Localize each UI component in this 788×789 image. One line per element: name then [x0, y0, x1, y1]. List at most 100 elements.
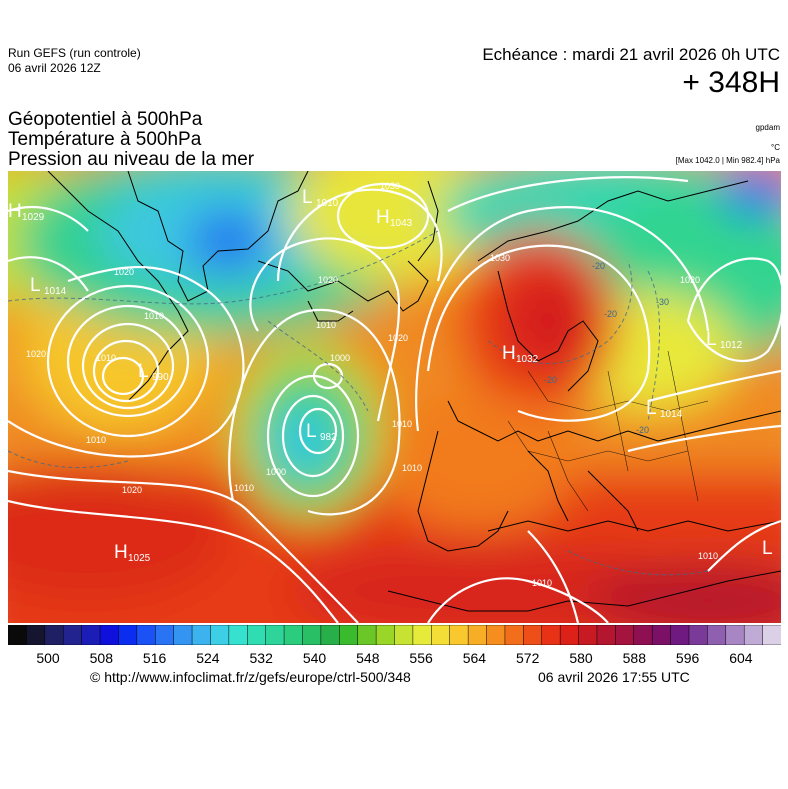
- colorbar-tick-label: 564: [462, 650, 487, 666]
- isobar-label: 1020: [122, 485, 142, 495]
- geopotential-field: [8, 171, 781, 623]
- colorbar-swatch: [228, 625, 249, 645]
- colorbar-swatch: [707, 625, 727, 645]
- colorbar-swatch: [504, 625, 525, 645]
- colorbar-swatch: [412, 625, 433, 645]
- colorbar-swatch: [191, 625, 212, 645]
- colorbar-swatch: [651, 625, 672, 645]
- isobar-label: 1000: [266, 467, 286, 477]
- colorbar-swatch: [8, 625, 28, 645]
- colorbar-swatch: [154, 625, 175, 645]
- isobar-label: 1020: [318, 275, 338, 285]
- center-value: 982: [320, 432, 337, 443]
- center-value: 1012: [720, 340, 743, 351]
- isobar-label: 1010: [402, 463, 422, 473]
- colorbar-swatch: [596, 625, 617, 645]
- isotherm-label: -20: [592, 261, 605, 271]
- colorbar-swatch: [81, 625, 101, 645]
- weather-map[interactable]: H 1029 L 1010 H 1043 L 1014 L 990 L 982: [8, 171, 781, 623]
- colorbar-swatch: [62, 625, 83, 645]
- colorbar-swatch: [99, 625, 120, 645]
- isotherm-label: -20: [544, 375, 557, 385]
- center-letter: L: [646, 398, 657, 419]
- colorbar-swatch: [431, 625, 451, 645]
- center-l-1014-west: L 1014: [30, 275, 67, 297]
- colorbar-swatch: [559, 625, 580, 645]
- colorbar-tick-label: 572: [516, 650, 540, 666]
- forecast-lead-time: + 348H: [682, 66, 780, 99]
- colorbar-tick-label: 588: [622, 650, 646, 666]
- center-letter: H: [376, 207, 390, 228]
- isobar-label: 1020: [26, 349, 46, 359]
- center-letter: L: [306, 421, 317, 442]
- colorbar-tick-label: 604: [729, 650, 753, 666]
- center-l-982: L 982: [306, 421, 337, 443]
- isobar-label: 1010: [698, 551, 718, 561]
- colorbar-swatch: [394, 625, 414, 645]
- colorbar-tick-label: 548: [356, 650, 380, 666]
- generation-time: 06 avril 2026 17:55 UTC: [538, 669, 690, 685]
- colorbar-swatches: [8, 625, 781, 645]
- isobar-label: 1030: [380, 181, 400, 191]
- temperature-value-labels: -20 -30 -20 -20 -20: [544, 261, 669, 435]
- colorbar-swatch: [44, 625, 64, 645]
- temperature-isotherms: [8, 230, 709, 576]
- center-letter: H: [114, 542, 128, 563]
- center-l-1014-east: L 1014: [646, 398, 683, 420]
- run-date: 06 avril 2026 12Z: [8, 61, 101, 75]
- colorbar-swatch: [339, 625, 359, 645]
- colorbar-swatch: [136, 625, 156, 645]
- forecast-valid-time: Echéance : mardi 21 avril 2026 0h UTC: [482, 45, 780, 64]
- colorbar-swatch: [375, 625, 396, 645]
- colorbar-tick-label: 516: [142, 650, 167, 666]
- isobar-label: 1010: [144, 311, 164, 321]
- center-h-1025: H 1025: [114, 542, 151, 564]
- colorbar-tick-label: 540: [302, 650, 327, 666]
- colorbar-tick-label: 524: [196, 650, 220, 666]
- center-value: 1014: [660, 409, 683, 420]
- colorbar-swatch: [670, 625, 690, 645]
- isobars: [8, 176, 781, 623]
- center-l-1010: L 1010: [302, 187, 339, 209]
- isobar-label: 1020: [388, 333, 408, 343]
- isobar-label: 1020: [680, 275, 700, 285]
- center-value: 1029: [22, 212, 45, 223]
- run-label: Run GEFS (run controle): [8, 46, 141, 60]
- title-geopotential: Géopotentiel à 500hPa: [8, 109, 203, 130]
- colorbar-swatch: [615, 625, 635, 645]
- center-value: 1010: [316, 198, 339, 209]
- colorbar-swatch: [541, 625, 561, 645]
- colorbar-swatch: [283, 625, 304, 645]
- colorbar-swatch: [762, 625, 781, 645]
- colorbar: [8, 625, 781, 645]
- center-value: 990: [152, 372, 169, 383]
- center-letter: L: [30, 275, 41, 296]
- center-h-1032: H 1032: [502, 343, 539, 365]
- colorbar-swatch: [688, 625, 709, 645]
- colorbar-swatch: [486, 625, 506, 645]
- isotherm-label: -30: [656, 297, 669, 307]
- colorbar-swatch: [118, 625, 138, 645]
- colorbar-swatch: [247, 625, 267, 645]
- center-letter: H: [502, 343, 516, 364]
- center-l-edge: L: [762, 538, 773, 559]
- isotherm-label: -20: [604, 309, 617, 319]
- colorbar-tick-label: 580: [569, 650, 593, 666]
- center-letter: H: [8, 201, 22, 222]
- colorbar-swatch: [633, 625, 653, 645]
- center-letter: L: [138, 361, 149, 382]
- colorbar-ticks: 500 508 516 524 532 540 548 556 564 572 580 588 596 6…: [8, 650, 781, 666]
- colorbar-swatch: [578, 625, 598, 645]
- colorbar-tick-label: 556: [409, 650, 433, 666]
- center-letter: L: [302, 187, 313, 208]
- center-value: 1014: [44, 286, 67, 297]
- colorbar-swatch: [449, 625, 469, 645]
- colorbar-swatch: [357, 625, 377, 645]
- isobar-label: 1020: [114, 267, 134, 277]
- isobar-label: 1010: [316, 320, 336, 330]
- center-h-1043: H 1043: [376, 207, 413, 229]
- source-url[interactable]: © http://www.infoclimat.fr/z/gefs/europe…: [90, 669, 411, 685]
- title-temperature: Température à 500hPa: [8, 129, 202, 150]
- title-pressure: Pression au niveau de la mer: [8, 149, 255, 170]
- colorbar-tick-label: 532: [249, 650, 273, 666]
